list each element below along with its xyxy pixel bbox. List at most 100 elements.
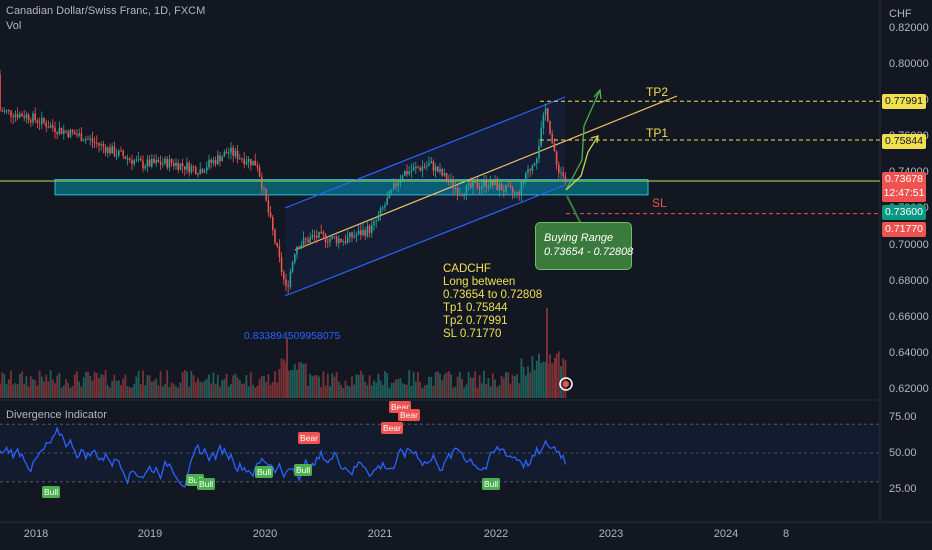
trade-note[interactable]: CADCHF Long between 0.73654 to 0.72808 T…	[443, 263, 542, 341]
candle-body	[113, 146, 116, 156]
volume-bar	[538, 353, 540, 398]
volume-bar	[82, 377, 85, 398]
osc-axis-label: 50.00	[889, 447, 917, 459]
volume-bar	[324, 385, 327, 398]
candle-body	[177, 162, 179, 170]
volume-bar	[390, 382, 393, 398]
candle-body	[472, 181, 474, 188]
candle-body	[327, 242, 329, 244]
bull-signal[interactable]: Bull	[42, 486, 61, 498]
channel-fill	[285, 97, 565, 296]
candle-body	[489, 179, 492, 187]
volume-bar	[3, 373, 6, 398]
candle-body	[338, 238, 340, 244]
volume-bar	[146, 375, 149, 398]
buying-range-callout[interactable]: Buying Range 0.73654 - 0.72808	[535, 222, 633, 270]
volume-bar	[27, 386, 30, 398]
candle-body	[382, 207, 384, 209]
volume-bar	[87, 371, 89, 398]
last-bar-marker[interactable]	[559, 377, 573, 391]
bull-signal[interactable]: Bull	[294, 464, 313, 476]
volume-bar	[502, 377, 505, 398]
volume-bar	[128, 387, 131, 398]
candle-body	[498, 183, 501, 190]
volume-bar	[417, 372, 419, 398]
volume-bar	[47, 381, 50, 398]
oscillator-line[interactable]	[0, 426, 567, 488]
projection-arrow-tp1[interactable]	[565, 135, 599, 191]
candle-body	[555, 151, 558, 165]
candle-body	[483, 180, 485, 187]
channel-upper-line[interactable]	[284, 96, 566, 209]
candle-body	[188, 162, 190, 173]
mid-trend-line[interactable]	[294, 95, 678, 251]
candle-body	[60, 127, 63, 134]
bull-signal[interactable]: Bull	[482, 478, 501, 490]
volume-bar	[76, 371, 78, 398]
candle-body	[269, 212, 272, 218]
candle-body	[173, 163, 175, 167]
volume-bar	[286, 338, 288, 398]
price-axis-label: 0.82000	[889, 21, 929, 34]
volume-bar	[494, 379, 496, 398]
volume-bar	[0, 383, 1, 398]
candle-body	[124, 156, 127, 159]
volume-bar	[139, 384, 142, 398]
channel-lower-line[interactable]	[284, 184, 566, 297]
volume-bar	[71, 386, 74, 398]
volume-bar	[111, 380, 114, 398]
candle-body	[335, 237, 338, 244]
candle-body	[126, 158, 129, 160]
volume-bar	[344, 380, 347, 398]
volume-bar	[410, 385, 413, 398]
candle-body	[146, 159, 149, 167]
volume-bar	[384, 371, 386, 398]
candle-body	[536, 158, 538, 164]
volume-bar	[249, 372, 252, 398]
volume-bar	[274, 371, 276, 398]
volume-bar	[432, 385, 435, 398]
projection-arrow-tp2[interactable]	[565, 89, 601, 191]
volume-bar	[280, 358, 283, 398]
candle-body	[360, 230, 362, 236]
volume-label: Vol	[6, 20, 22, 32]
candle-body	[465, 185, 468, 196]
volume-bar	[67, 382, 70, 398]
candle-body	[100, 144, 102, 146]
volume-bar	[278, 369, 281, 398]
candle-body	[412, 167, 415, 171]
volume-bar	[95, 373, 98, 398]
candle-body	[82, 140, 85, 142]
volume-bar	[89, 375, 92, 398]
candle-body	[274, 229, 276, 243]
candle-body	[252, 160, 254, 166]
candle-body	[162, 163, 164, 165]
volume-bar	[353, 384, 356, 398]
bull-signal[interactable]: Bull	[197, 478, 216, 490]
bear-signal[interactable]: Bear	[298, 432, 320, 444]
bull-signal[interactable]: Bull	[255, 466, 274, 478]
candle-body	[553, 142, 556, 152]
candle-body	[547, 108, 549, 122]
volume-bar	[554, 358, 556, 398]
volume-bar	[177, 387, 180, 398]
volume-bar	[124, 374, 127, 398]
candle-body	[49, 125, 52, 128]
candle-body	[437, 166, 439, 172]
bear-signal[interactable]: Bear	[398, 409, 420, 421]
candle-body	[355, 234, 358, 237]
volume-bar	[120, 385, 122, 398]
candle-body	[74, 132, 76, 135]
candle-body	[206, 167, 208, 171]
volume-bar	[318, 376, 320, 398]
volume-bar	[500, 375, 503, 398]
candle-body	[525, 173, 527, 182]
candle-body	[258, 167, 261, 177]
candle-body	[164, 158, 166, 164]
volume-bar	[511, 375, 514, 398]
volume-bar	[252, 384, 254, 398]
bear-signal[interactable]: Bear	[381, 422, 403, 434]
volume-bar	[93, 371, 96, 398]
